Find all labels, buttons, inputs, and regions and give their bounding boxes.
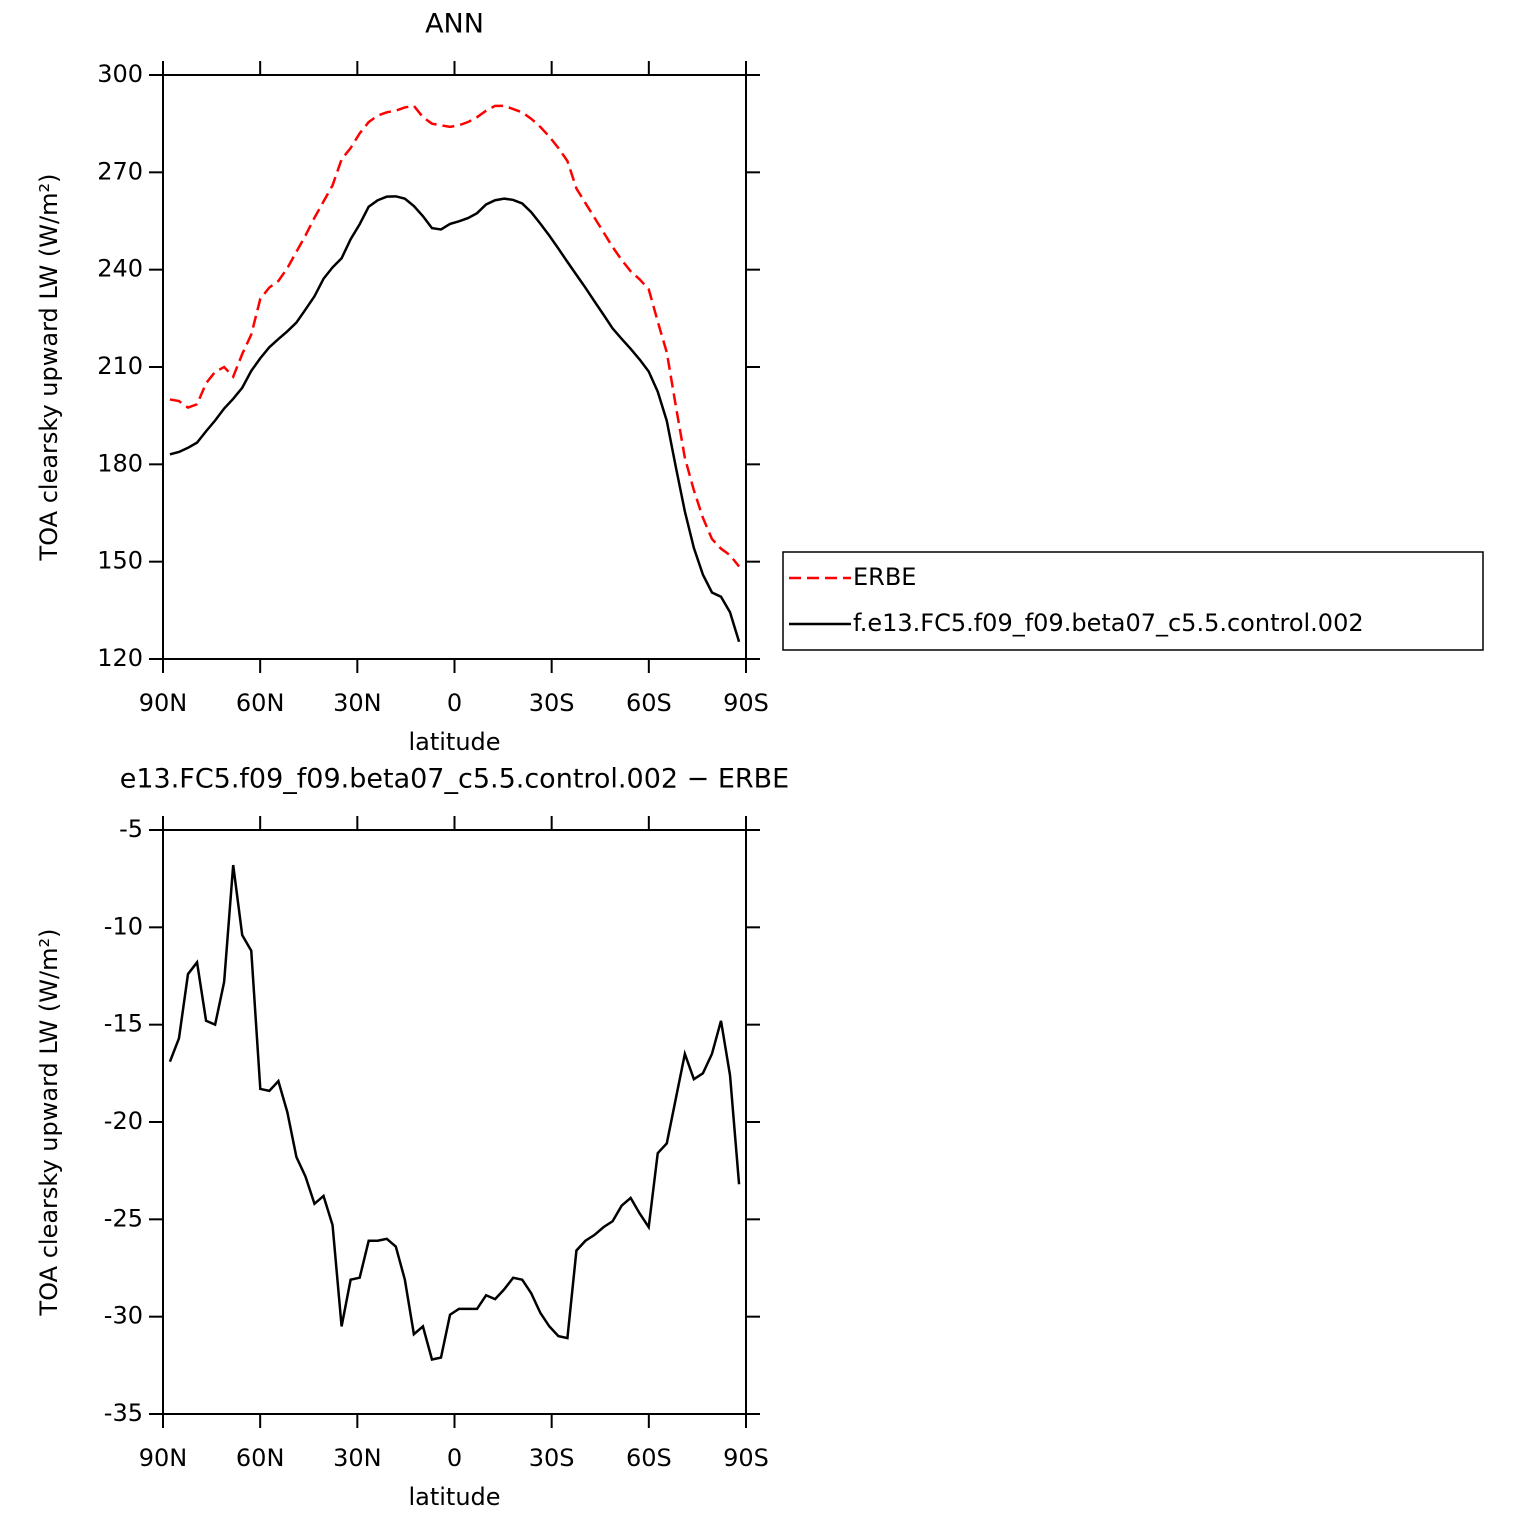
x-tick-label: 30S (529, 1444, 575, 1472)
x-tick-label: 0 (447, 1444, 462, 1472)
x-tick-label: 30N (333, 689, 382, 717)
x-tick-label: 90S (723, 689, 769, 717)
data-line (169, 195, 741, 643)
y-tick-label: 300 (97, 60, 143, 88)
y-tick-label: -10 (104, 912, 143, 940)
x-axis-label: latitude (408, 728, 500, 756)
y-tick-label: 120 (97, 644, 143, 672)
legend-box (782, 551, 1484, 651)
chart-title: e13.FC5.f09_f09.beta07_c5.5.control.002 … (120, 764, 790, 795)
x-axis-label: latitude (408, 1483, 500, 1511)
legend-label: f.e13.FC5.f09_f09.beta07_c5.5.control.00… (853, 609, 1364, 637)
plot-frame (162, 829, 747, 1415)
y-tick-label: -25 (104, 1204, 143, 1232)
x-tick-label: 60N (236, 1444, 285, 1472)
x-tick-label: 90N (139, 1444, 188, 1472)
chart-title: ANN (425, 9, 484, 40)
y-tick-label: 240 (97, 255, 143, 283)
x-tick-label: 60N (236, 689, 285, 717)
y-tick-label: -35 (104, 1399, 143, 1427)
y-tick-label: 210 (97, 352, 143, 380)
x-tick-label: 30N (333, 1444, 382, 1472)
y-tick-label: 270 (97, 157, 143, 185)
y-tick-label: -5 (119, 815, 143, 843)
x-tick-label: 60S (626, 1444, 672, 1472)
y-tick-label: -20 (104, 1107, 143, 1135)
plot-frame (162, 74, 747, 660)
x-tick-label: 30S (529, 689, 575, 717)
x-tick-label: 90N (139, 689, 188, 717)
y-tick-label: -15 (104, 1010, 143, 1038)
data-line (169, 104, 741, 568)
x-tick-label: 90S (723, 1444, 769, 1472)
data-line (168, 864, 741, 1361)
y-tick-label: 180 (97, 449, 143, 477)
x-tick-label: 0 (447, 689, 462, 717)
y-tick-label: 150 (97, 547, 143, 575)
y-axis-label: TOA clearsky upward LW (W/m²) (35, 929, 63, 1317)
legend-label: ERBE (853, 563, 916, 591)
y-axis-label: TOA clearsky upward LW (W/m²) (35, 174, 63, 562)
y-tick-label: -30 (104, 1302, 143, 1330)
x-tick-label: 60S (626, 689, 672, 717)
